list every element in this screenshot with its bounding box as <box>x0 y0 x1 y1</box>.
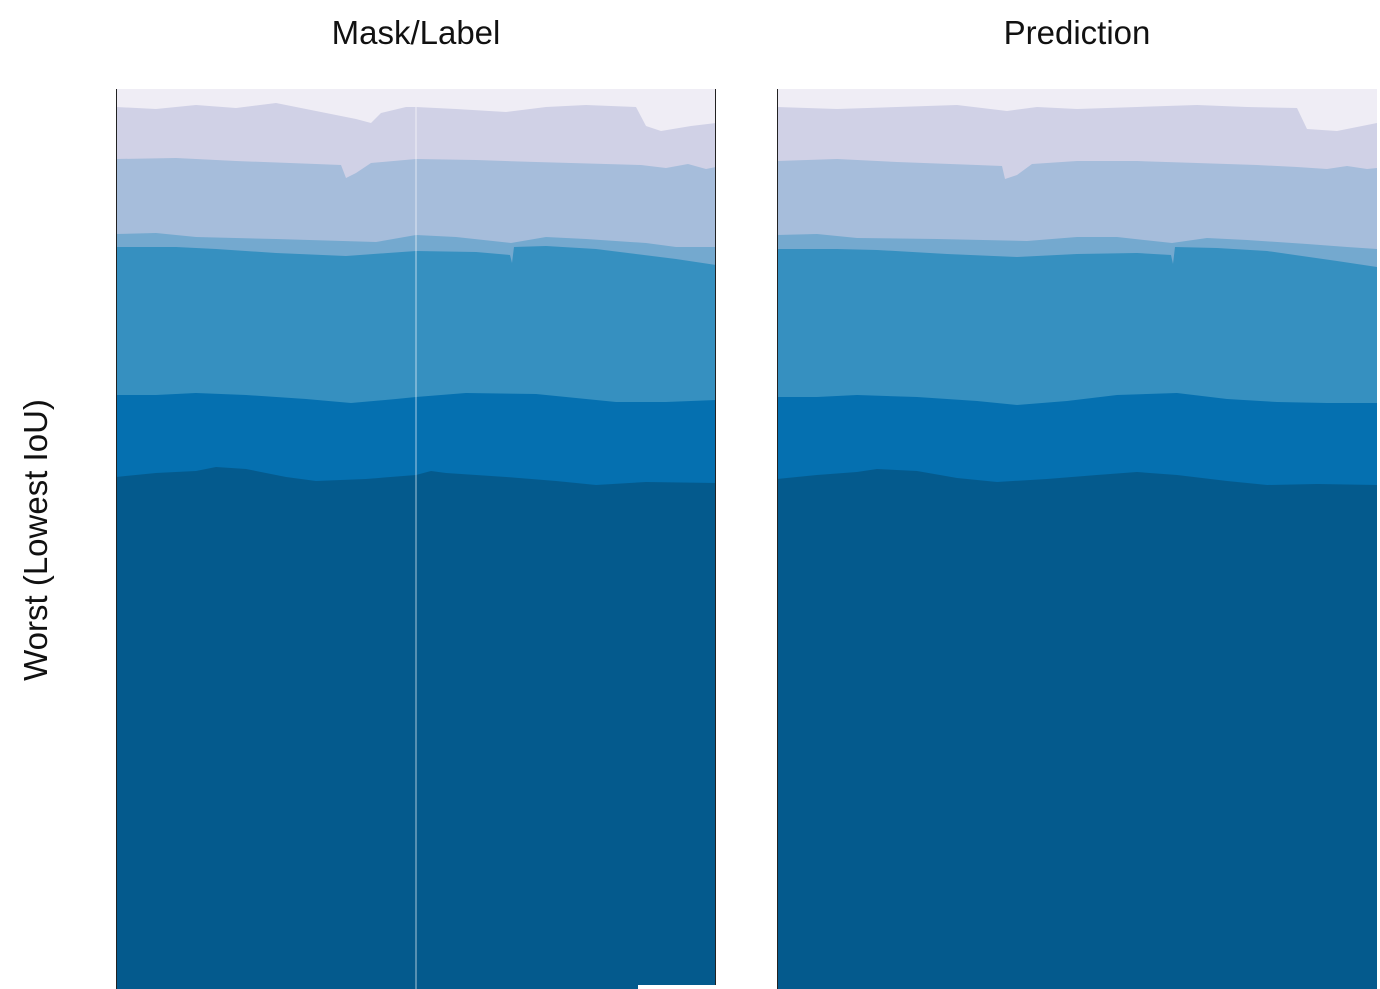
mask-label-title: Mask/Label <box>331 14 501 51</box>
prediction-panel <box>777 89 1377 989</box>
prediction-title: Prediction <box>1003 14 1151 51</box>
prediction-layers <box>777 89 1377 989</box>
mask-panel <box>116 89 716 989</box>
prediction-layer-7 <box>777 469 1377 989</box>
row-label-worst: Worst (Lowest IoU) <box>17 399 54 681</box>
mask-corner-gap <box>638 985 716 989</box>
mask-layers <box>116 89 716 989</box>
